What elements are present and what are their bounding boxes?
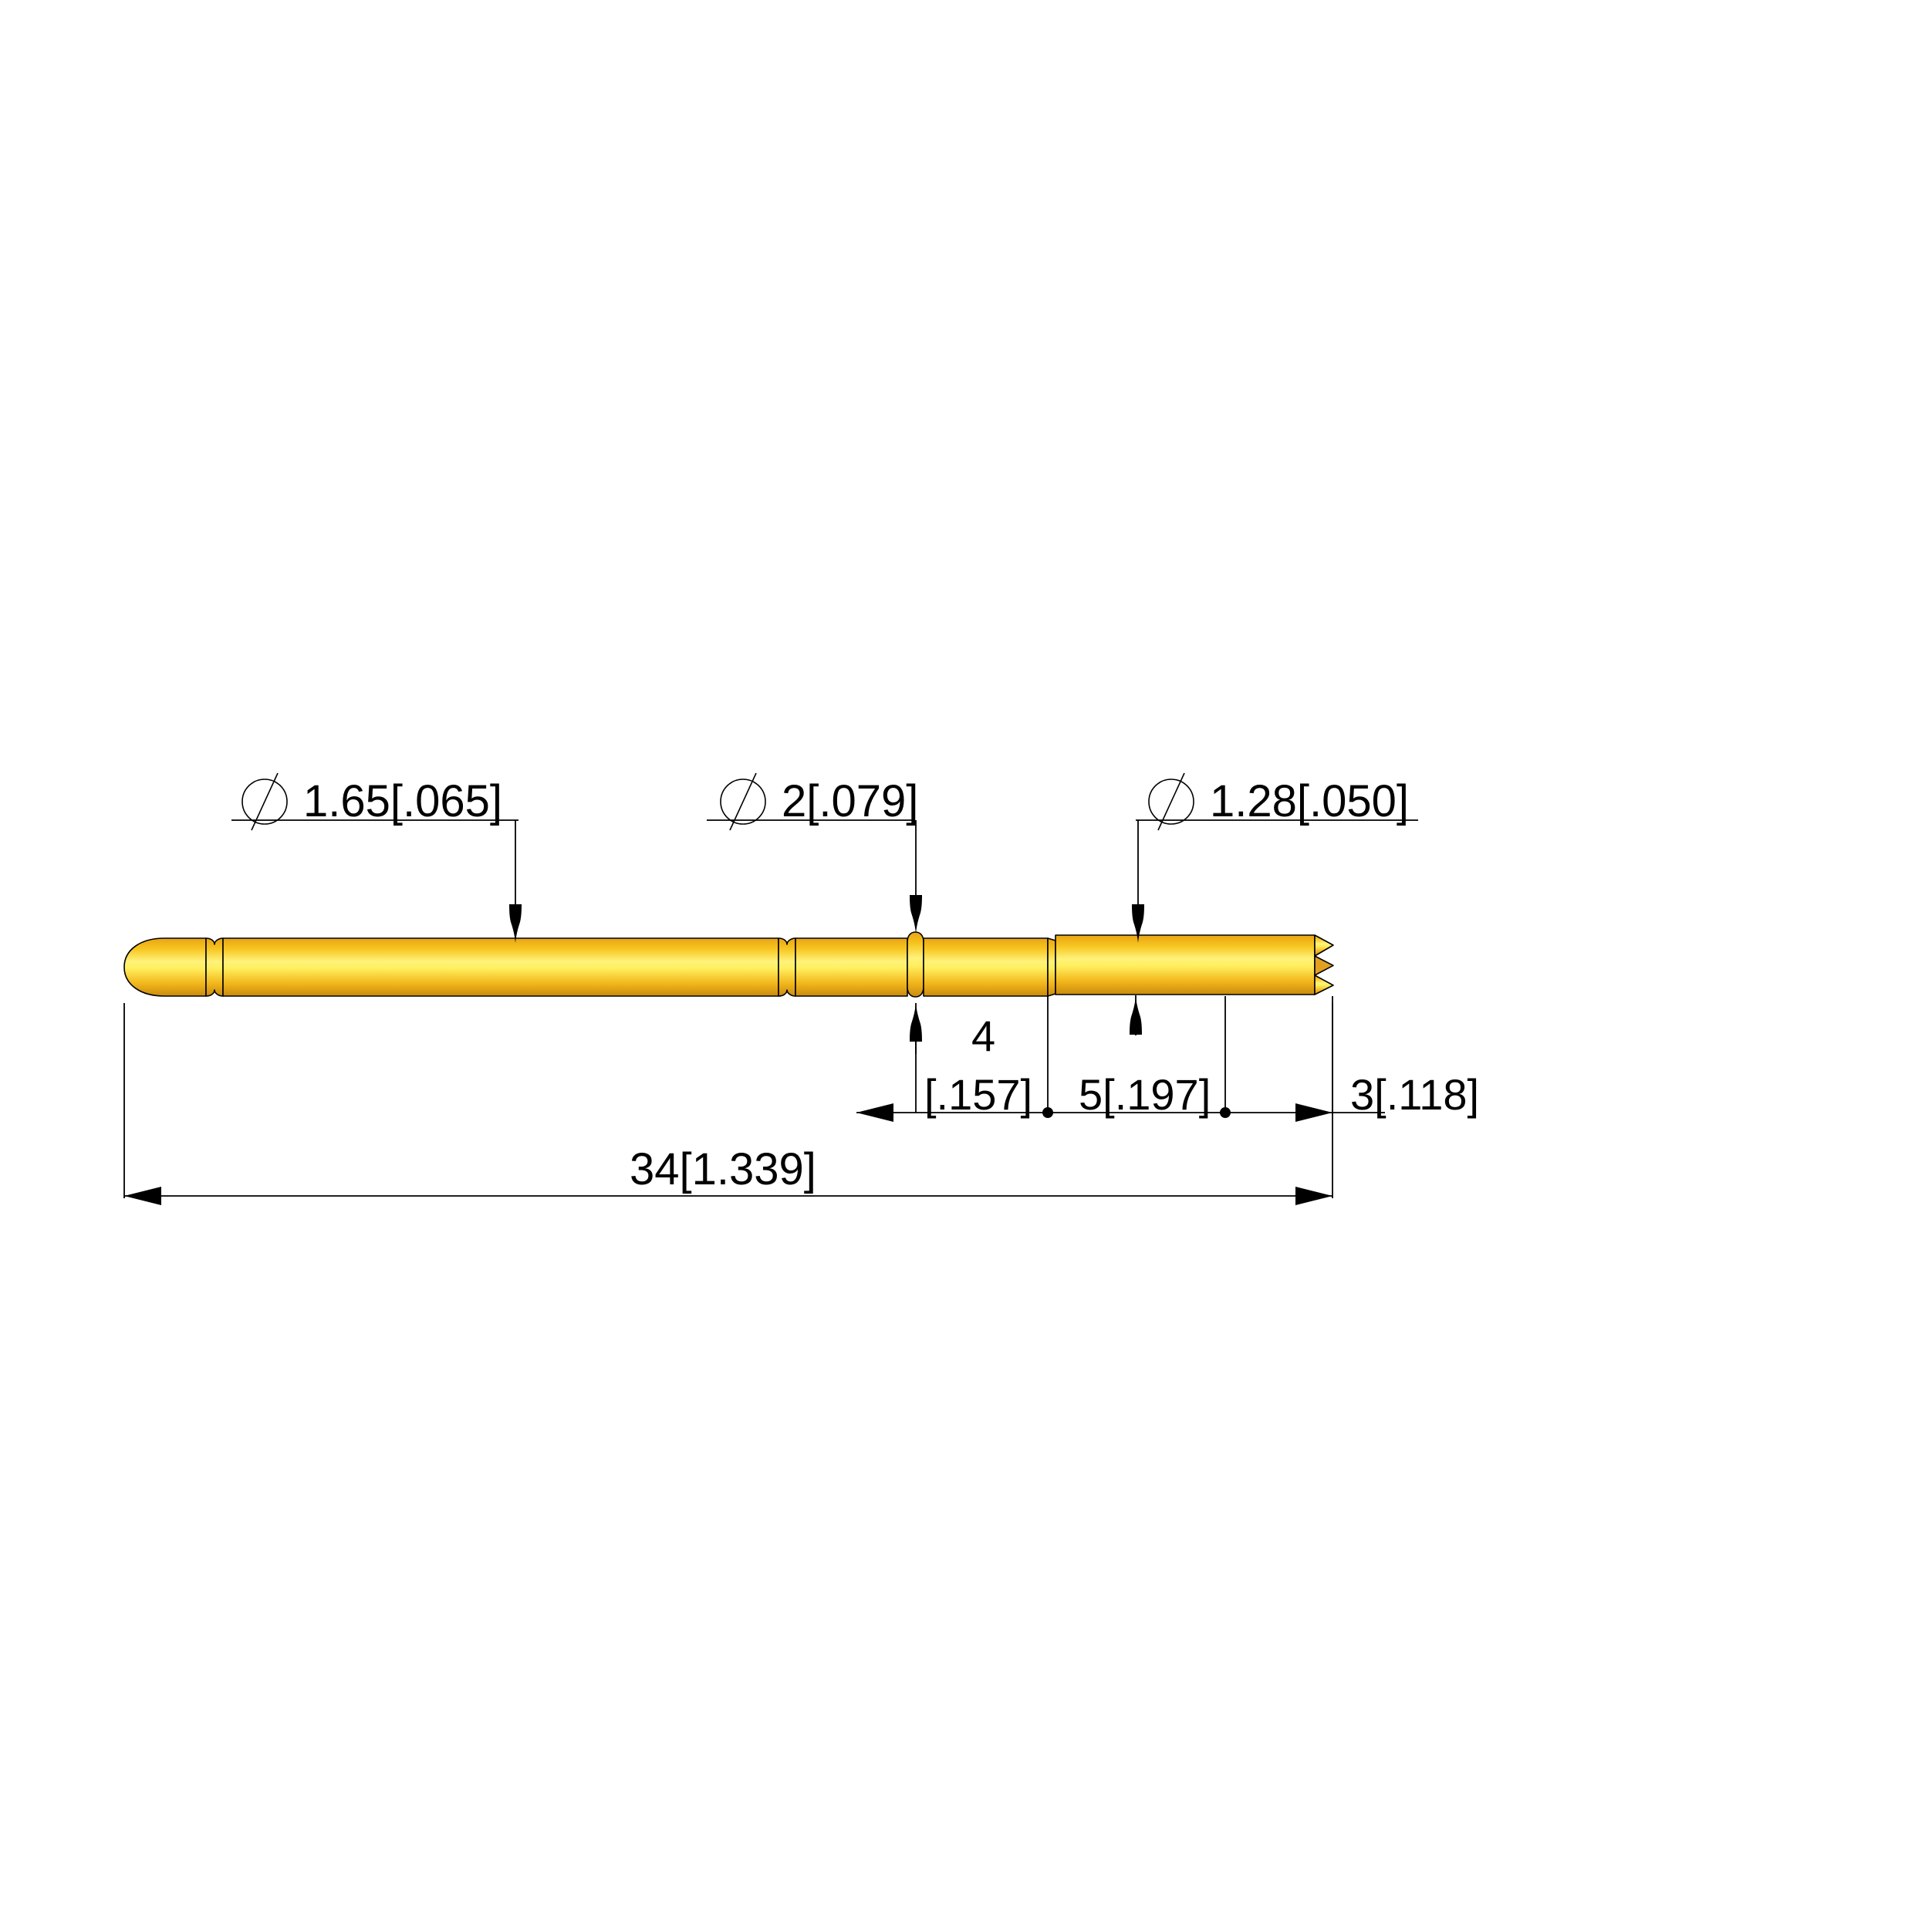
svg-text:1.28[.050]: 1.28[.050]: [1210, 776, 1409, 826]
svg-text:4: 4: [971, 1012, 995, 1060]
svg-text:[.157]: [.157]: [924, 1070, 1032, 1119]
svg-text:2[.079]: 2[.079]: [782, 776, 918, 826]
svg-text:3[.118]: 3[.118]: [1350, 1070, 1479, 1119]
svg-text:5[.197]: 5[.197]: [1079, 1070, 1211, 1119]
svg-text:1.65[.065]: 1.65[.065]: [303, 776, 502, 826]
svg-text:34[1.339]: 34[1.339]: [630, 1144, 816, 1194]
